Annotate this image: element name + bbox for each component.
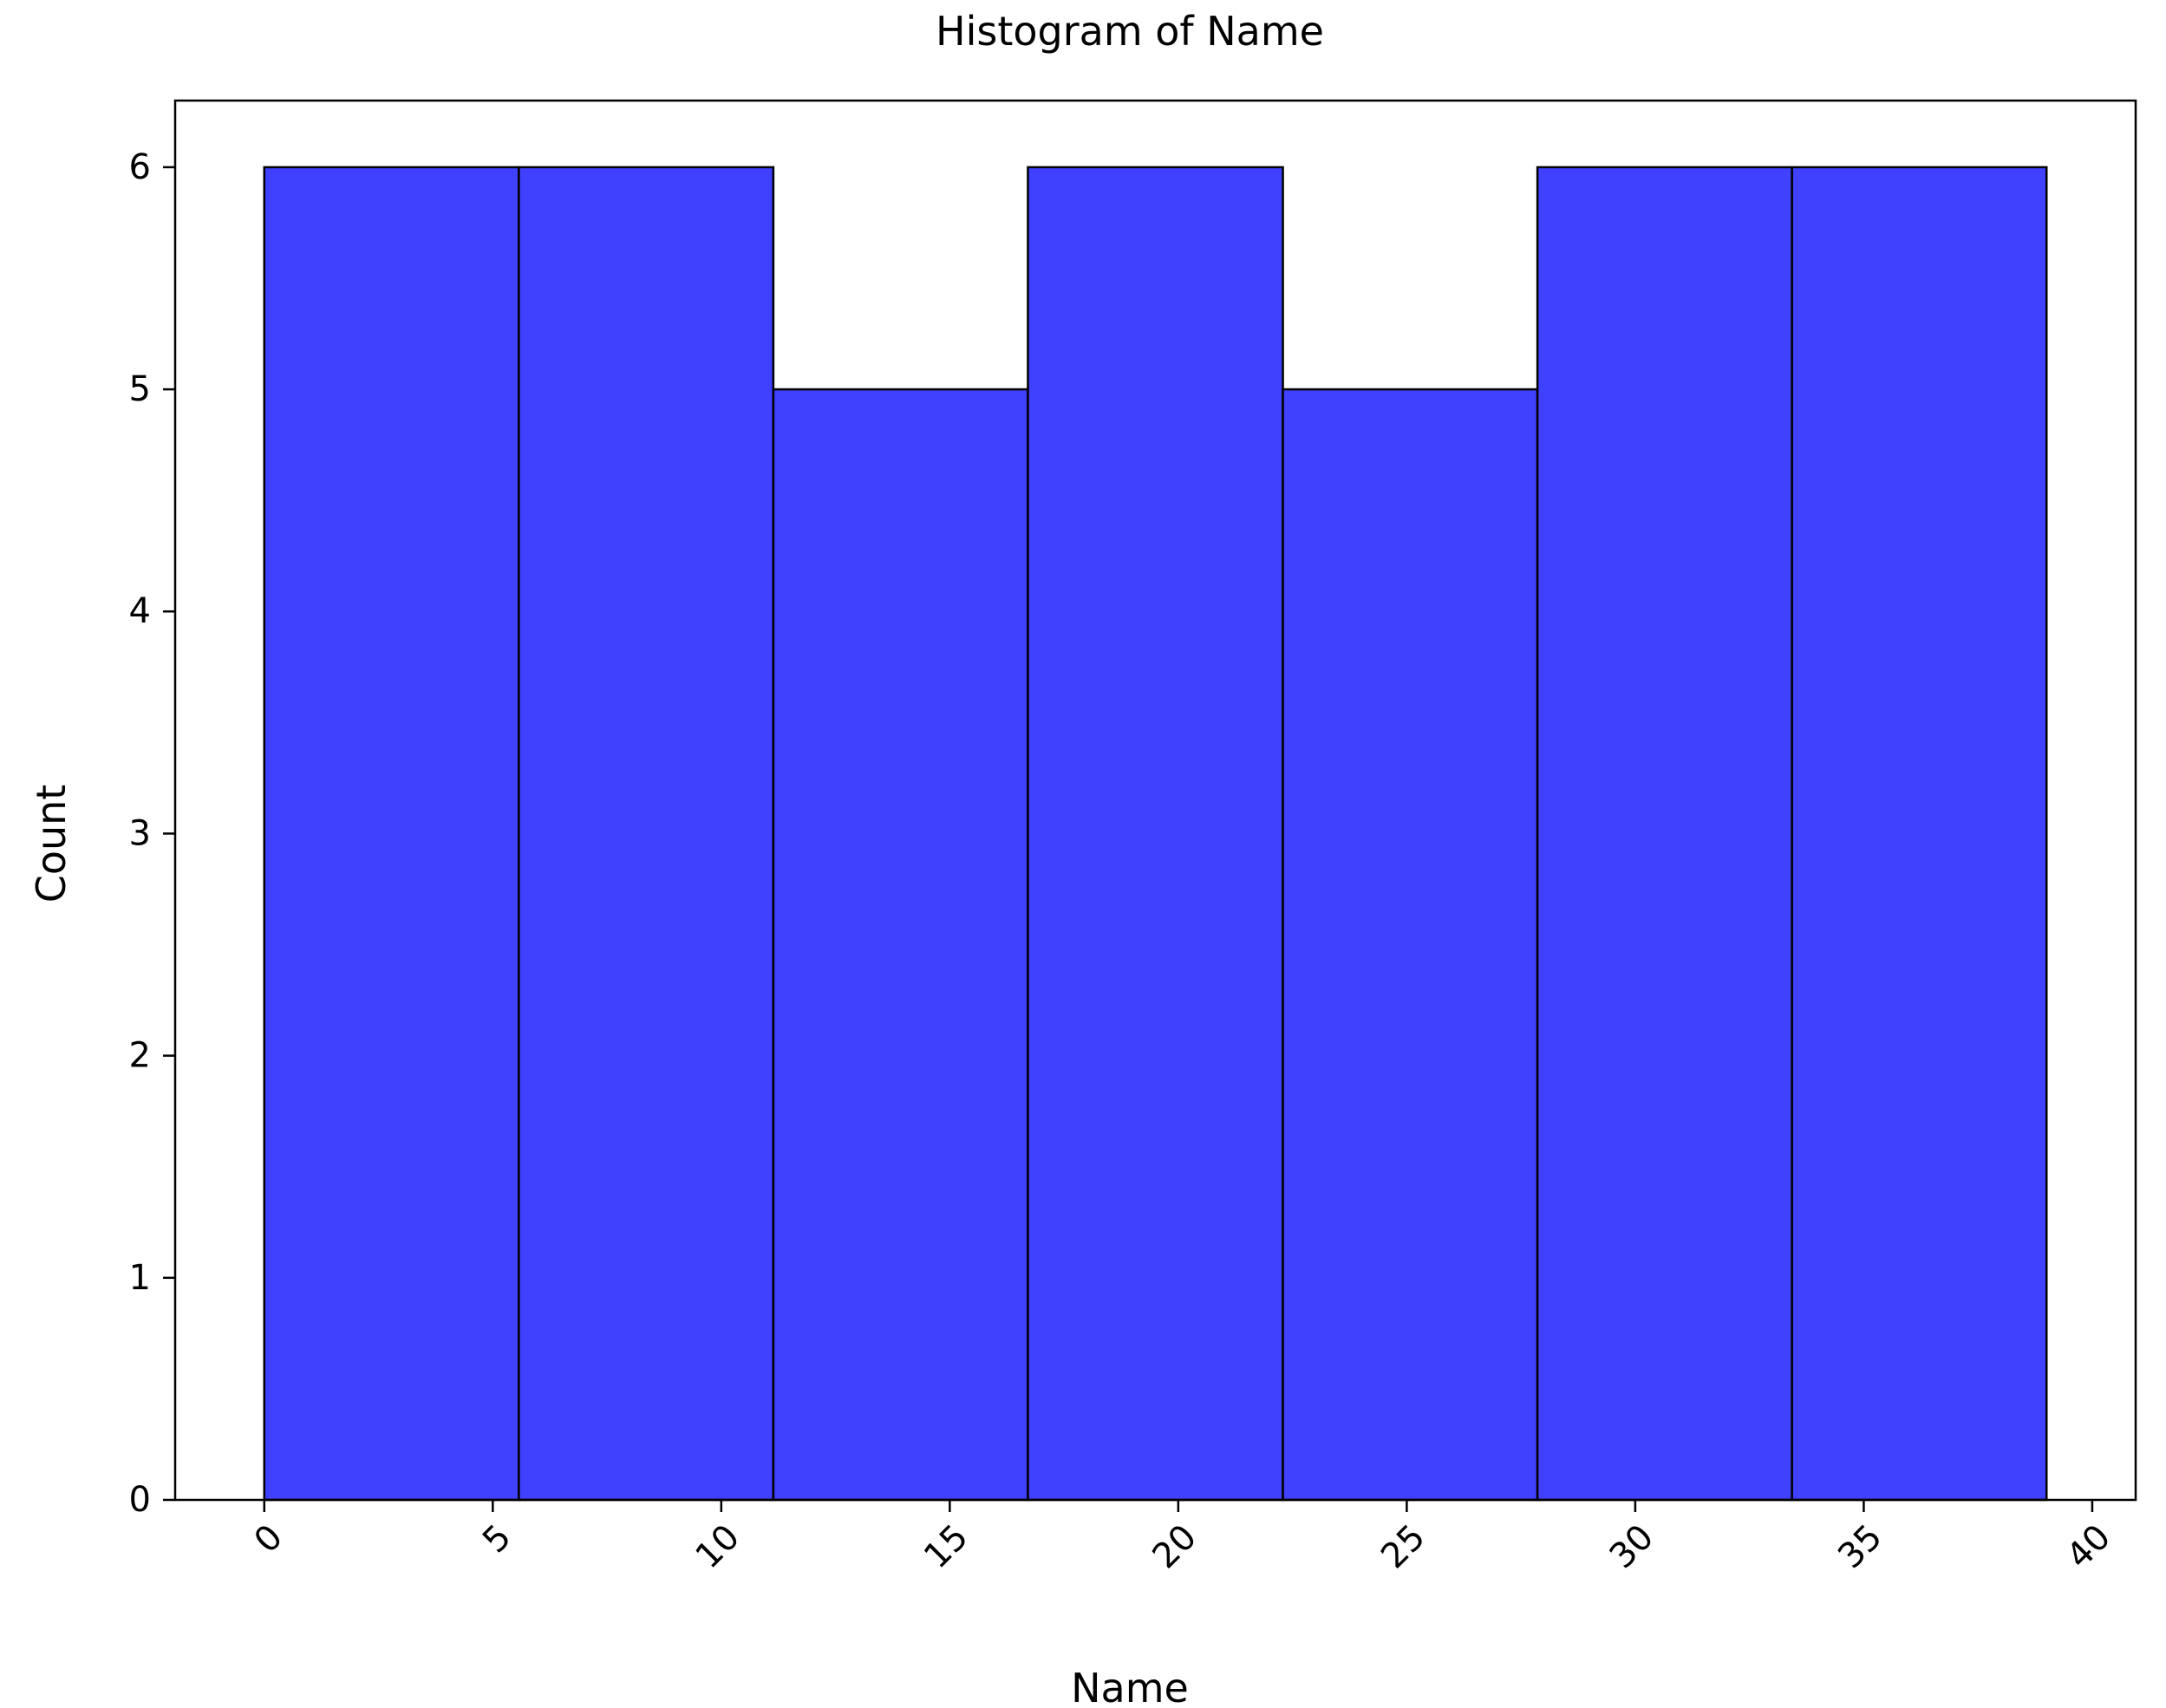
histogram-bar-5 — [1282, 388, 1539, 1502]
y-tick-label: 5 — [129, 369, 151, 409]
y-tick-label: 6 — [129, 147, 151, 187]
y-tick-label: 3 — [129, 813, 151, 853]
x-axis-label: Name — [1071, 1665, 1189, 1708]
histogram-bar-2 — [518, 166, 775, 1502]
bar-group — [263, 166, 2048, 1502]
y-tick-label: 1 — [129, 1258, 151, 1298]
histogram-bar-7 — [1791, 166, 2048, 1502]
histogram-bar-1 — [263, 166, 520, 1502]
y-tick-label: 0 — [129, 1480, 151, 1520]
y-tick-label: 2 — [129, 1036, 151, 1076]
y-axis-ticks: 0 1 2 3 4 5 6 — [129, 147, 175, 1520]
histogram-bar-3 — [772, 388, 1029, 1502]
y-tick-label: 4 — [129, 591, 151, 631]
histogram-bar-6 — [1536, 166, 1793, 1502]
plot-frame — [173, 99, 2137, 1502]
chart-title: Histogram of Name — [936, 8, 1324, 55]
histogram-bar-4 — [1027, 166, 1284, 1502]
y-axis-label: Count — [28, 785, 75, 903]
